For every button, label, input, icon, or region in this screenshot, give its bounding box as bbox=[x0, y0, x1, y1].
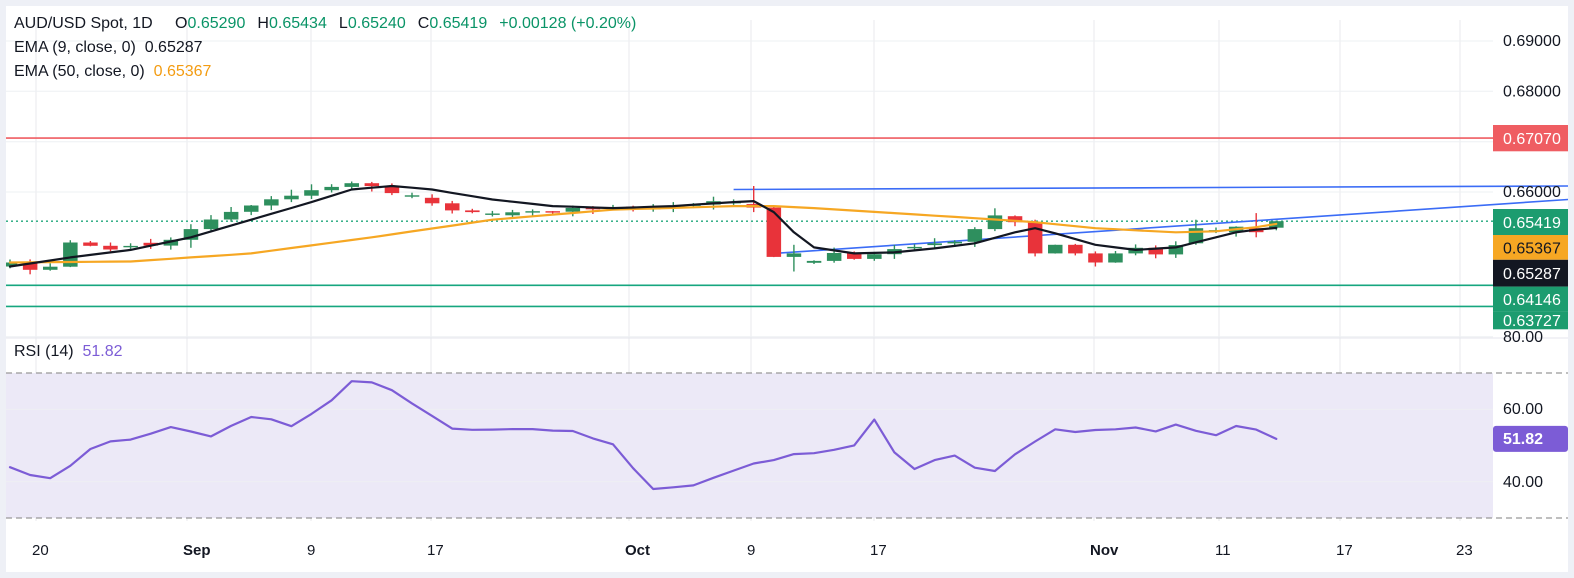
svg-text:0.65367: 0.65367 bbox=[1503, 240, 1561, 257]
svg-text:0.64146: 0.64146 bbox=[1503, 292, 1561, 309]
svg-text:80.00: 80.00 bbox=[1503, 329, 1543, 346]
svg-text:RSI (14) 51.82: RSI (14) 51.82 bbox=[14, 343, 123, 360]
svg-text:0.67070: 0.67070 bbox=[1503, 131, 1561, 148]
svg-text:O: O bbox=[175, 15, 187, 32]
svg-text:EMA (9, close, 0) 0.65287: EMA (9, close, 0) 0.65287 bbox=[14, 39, 203, 56]
svg-text:Sep: Sep bbox=[183, 542, 211, 559]
svg-text:L: L bbox=[339, 15, 348, 32]
svg-text:17: 17 bbox=[870, 542, 887, 559]
svg-text:17: 17 bbox=[1336, 542, 1353, 559]
svg-text:AUD/USD Spot, 1D: AUD/USD Spot, 1D bbox=[14, 15, 153, 32]
svg-text:40.00: 40.00 bbox=[1503, 474, 1543, 491]
svg-text:C: C bbox=[418, 15, 430, 32]
svg-text:H: H bbox=[257, 15, 269, 32]
svg-text:0.68000: 0.68000 bbox=[1503, 83, 1561, 100]
svg-text:23: 23 bbox=[1456, 542, 1473, 559]
svg-text:0.65434: 0.65434 bbox=[269, 15, 327, 32]
svg-text:EMA (50, close, 0) 0.65367: EMA (50, close, 0) 0.65367 bbox=[14, 63, 212, 80]
svg-text:0.69000: 0.69000 bbox=[1503, 33, 1561, 50]
svg-text:0.65419: 0.65419 bbox=[1503, 215, 1561, 232]
svg-text:+0.00128 (+0.20%): +0.00128 (+0.20%) bbox=[499, 15, 636, 32]
svg-text:0.63727: 0.63727 bbox=[1503, 313, 1561, 330]
svg-text:0.65419: 0.65419 bbox=[429, 15, 487, 32]
svg-text:20: 20 bbox=[32, 542, 49, 559]
svg-text:0.66000: 0.66000 bbox=[1503, 184, 1561, 201]
svg-text:Oct: Oct bbox=[625, 542, 650, 559]
svg-text:9: 9 bbox=[747, 542, 755, 559]
svg-text:9: 9 bbox=[307, 542, 315, 559]
svg-text:17: 17 bbox=[427, 542, 444, 559]
svg-text:Nov: Nov bbox=[1090, 542, 1119, 559]
svg-text:51.82: 51.82 bbox=[1503, 431, 1543, 448]
svg-text:0.65240: 0.65240 bbox=[348, 15, 406, 32]
svg-text:0.65290: 0.65290 bbox=[188, 15, 246, 32]
svg-text:60.00: 60.00 bbox=[1503, 401, 1543, 418]
svg-text:11: 11 bbox=[1215, 542, 1231, 559]
svg-text:0.65287: 0.65287 bbox=[1503, 266, 1561, 283]
